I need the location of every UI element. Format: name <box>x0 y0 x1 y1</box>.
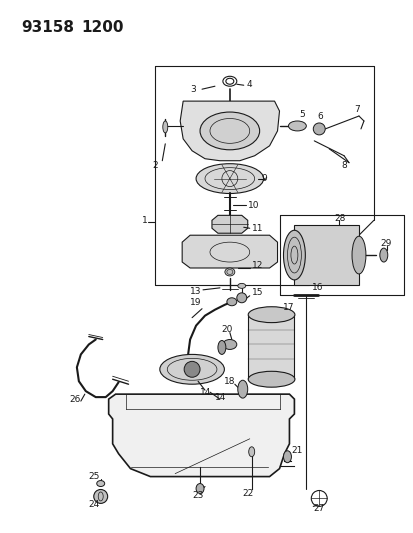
Ellipse shape <box>351 236 365 274</box>
Text: 21: 21 <box>291 446 302 455</box>
Text: 16: 16 <box>311 284 323 293</box>
Text: 1: 1 <box>142 216 148 225</box>
Text: 19: 19 <box>190 298 201 307</box>
Text: 8: 8 <box>340 161 346 170</box>
Ellipse shape <box>222 340 236 350</box>
Circle shape <box>313 123 325 135</box>
Text: 93158: 93158 <box>21 20 74 35</box>
Text: 20: 20 <box>221 325 232 334</box>
Ellipse shape <box>199 112 259 150</box>
Text: 15: 15 <box>251 288 263 297</box>
Text: 28: 28 <box>333 214 345 223</box>
Polygon shape <box>211 215 247 233</box>
Ellipse shape <box>159 354 224 384</box>
Circle shape <box>184 361 199 377</box>
Text: 26: 26 <box>69 394 80 403</box>
Ellipse shape <box>224 268 234 276</box>
Circle shape <box>236 293 246 303</box>
Text: 11: 11 <box>251 224 263 233</box>
Polygon shape <box>182 235 277 268</box>
Text: 12: 12 <box>251 261 262 270</box>
Ellipse shape <box>196 483 204 494</box>
Text: 24: 24 <box>88 500 99 509</box>
Text: 4: 4 <box>246 80 252 88</box>
Ellipse shape <box>237 284 245 288</box>
Text: 3: 3 <box>190 85 195 94</box>
Ellipse shape <box>248 372 294 387</box>
Text: 9: 9 <box>261 174 267 183</box>
Text: 23: 23 <box>192 491 203 500</box>
Ellipse shape <box>237 380 247 398</box>
Text: 22: 22 <box>242 489 253 498</box>
Text: 14: 14 <box>199 387 211 397</box>
Ellipse shape <box>217 341 225 354</box>
Polygon shape <box>247 314 294 379</box>
Text: 1200: 1200 <box>81 20 123 35</box>
Text: 2: 2 <box>152 161 158 170</box>
Ellipse shape <box>283 451 291 463</box>
Polygon shape <box>180 101 279 161</box>
Ellipse shape <box>379 248 387 262</box>
Ellipse shape <box>248 447 254 457</box>
Text: 27: 27 <box>313 504 324 513</box>
Text: 17: 17 <box>282 303 293 312</box>
Polygon shape <box>108 394 294 477</box>
Text: 13: 13 <box>190 287 201 296</box>
Text: 18: 18 <box>223 377 235 386</box>
Ellipse shape <box>283 230 305 280</box>
Ellipse shape <box>248 306 294 322</box>
Text: 7: 7 <box>353 104 359 114</box>
Text: 29: 29 <box>380 239 391 248</box>
Text: 10: 10 <box>247 201 259 210</box>
Circle shape <box>93 489 107 503</box>
Ellipse shape <box>97 481 104 487</box>
Text: 25: 25 <box>88 472 99 481</box>
Text: 6: 6 <box>316 111 322 120</box>
Text: 14: 14 <box>214 393 226 402</box>
Ellipse shape <box>162 121 167 133</box>
Polygon shape <box>294 225 358 285</box>
Ellipse shape <box>226 298 236 306</box>
Ellipse shape <box>288 121 306 131</box>
Text: 5: 5 <box>299 109 304 118</box>
Ellipse shape <box>196 164 263 193</box>
